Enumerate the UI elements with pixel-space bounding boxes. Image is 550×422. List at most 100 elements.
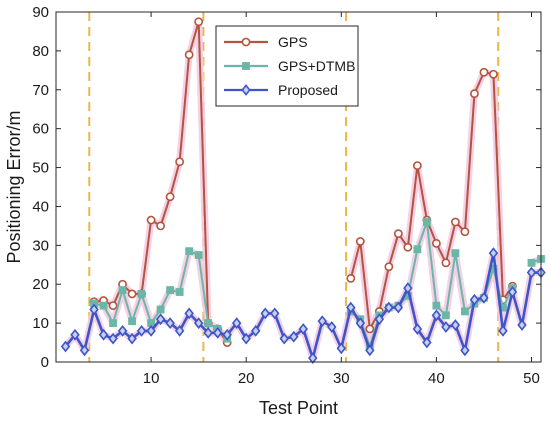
legend-marker xyxy=(241,37,251,47)
axes: 0 10 20 30 40 50 60 70 80 90 10 20 30 40 50 xyxy=(32,4,542,387)
data-point xyxy=(403,282,413,294)
data-point xyxy=(99,301,108,310)
y-tick-label: 80 xyxy=(32,43,49,60)
data-point xyxy=(384,301,394,314)
data-point xyxy=(166,286,175,294)
data-point xyxy=(393,301,404,314)
data-point xyxy=(442,311,450,320)
series-diamond xyxy=(60,247,546,364)
data-point xyxy=(70,328,80,341)
data-point xyxy=(355,237,365,246)
data-point xyxy=(412,323,423,335)
data-point xyxy=(79,344,90,357)
data-point xyxy=(346,273,356,283)
data-point xyxy=(165,317,175,329)
data-point xyxy=(431,238,441,248)
data-point xyxy=(128,317,136,326)
x-tick-label: 20 xyxy=(238,370,255,387)
legend-entry: Proposed xyxy=(278,82,338,98)
data-point xyxy=(450,319,461,331)
data-point xyxy=(527,258,536,267)
data-point xyxy=(441,258,451,268)
data-point xyxy=(279,332,289,345)
data-point xyxy=(184,50,194,60)
data-point xyxy=(413,245,422,254)
data-point xyxy=(308,352,318,364)
data-point xyxy=(127,289,137,299)
x-tick-label: 30 xyxy=(333,370,350,387)
legend-entry: GPS+DTMB xyxy=(278,58,355,74)
x-tick-label: 40 xyxy=(428,370,445,387)
data-point xyxy=(365,324,375,334)
data-point xyxy=(374,313,385,326)
legend-marker xyxy=(241,84,251,96)
data-point xyxy=(489,69,498,79)
data-point xyxy=(507,286,518,298)
data-point xyxy=(346,301,356,314)
data-point xyxy=(194,17,204,27)
data-point xyxy=(175,157,185,167)
data-point xyxy=(479,67,489,77)
data-point xyxy=(461,307,469,316)
data-point xyxy=(298,323,308,335)
data-point xyxy=(451,217,460,227)
data-point xyxy=(422,218,431,226)
data-point xyxy=(193,317,204,329)
data-point xyxy=(60,340,71,353)
y-tick-label: 10 xyxy=(32,315,49,332)
x-axis-label: Test Point xyxy=(259,398,338,418)
data-point xyxy=(403,242,413,252)
data-point xyxy=(393,229,403,239)
data-point xyxy=(204,319,213,328)
data-point xyxy=(137,290,146,298)
data-point xyxy=(118,286,127,294)
x-tick-label: 10 xyxy=(143,370,160,387)
data-point xyxy=(194,251,203,259)
data-point xyxy=(165,192,175,202)
series-layer xyxy=(60,17,546,364)
data-point xyxy=(108,301,118,311)
legend-entry: GPS xyxy=(278,34,308,50)
data-point xyxy=(156,221,166,231)
data-point xyxy=(89,303,99,316)
data-point xyxy=(460,344,470,357)
data-point xyxy=(270,307,280,320)
data-point xyxy=(146,215,156,225)
data-point xyxy=(336,342,346,355)
data-point xyxy=(488,247,499,259)
data-point xyxy=(432,301,441,310)
data-point xyxy=(109,319,117,328)
axes-frame xyxy=(55,11,542,363)
data-point xyxy=(98,328,109,341)
data-point xyxy=(479,291,489,304)
x-tick-label: 50 xyxy=(523,370,540,387)
data-point xyxy=(241,332,251,345)
data-point xyxy=(355,317,366,329)
data-point xyxy=(184,307,194,320)
y-tick-label: 60 xyxy=(32,121,49,138)
y-tick-label: 30 xyxy=(32,237,49,254)
data-point xyxy=(451,249,460,258)
data-point xyxy=(185,247,194,256)
data-point xyxy=(431,309,442,322)
data-point xyxy=(212,326,223,339)
data-point xyxy=(174,325,185,337)
data-point xyxy=(441,321,451,333)
data-point xyxy=(251,325,261,337)
y-tick-label: 40 xyxy=(32,198,49,215)
data-point xyxy=(146,325,156,337)
data-point xyxy=(260,307,270,320)
data-point xyxy=(155,313,166,326)
data-point xyxy=(469,293,480,306)
y-tick-label: 50 xyxy=(32,160,49,177)
data-point xyxy=(203,326,213,339)
data-point xyxy=(127,332,137,345)
data-point xyxy=(526,266,537,279)
y-axis-label: Positioning Error/m xyxy=(4,110,24,263)
data-point xyxy=(498,325,508,337)
data-point xyxy=(412,161,422,171)
data-point xyxy=(175,288,184,296)
data-point xyxy=(289,330,299,343)
data-point xyxy=(231,317,242,329)
